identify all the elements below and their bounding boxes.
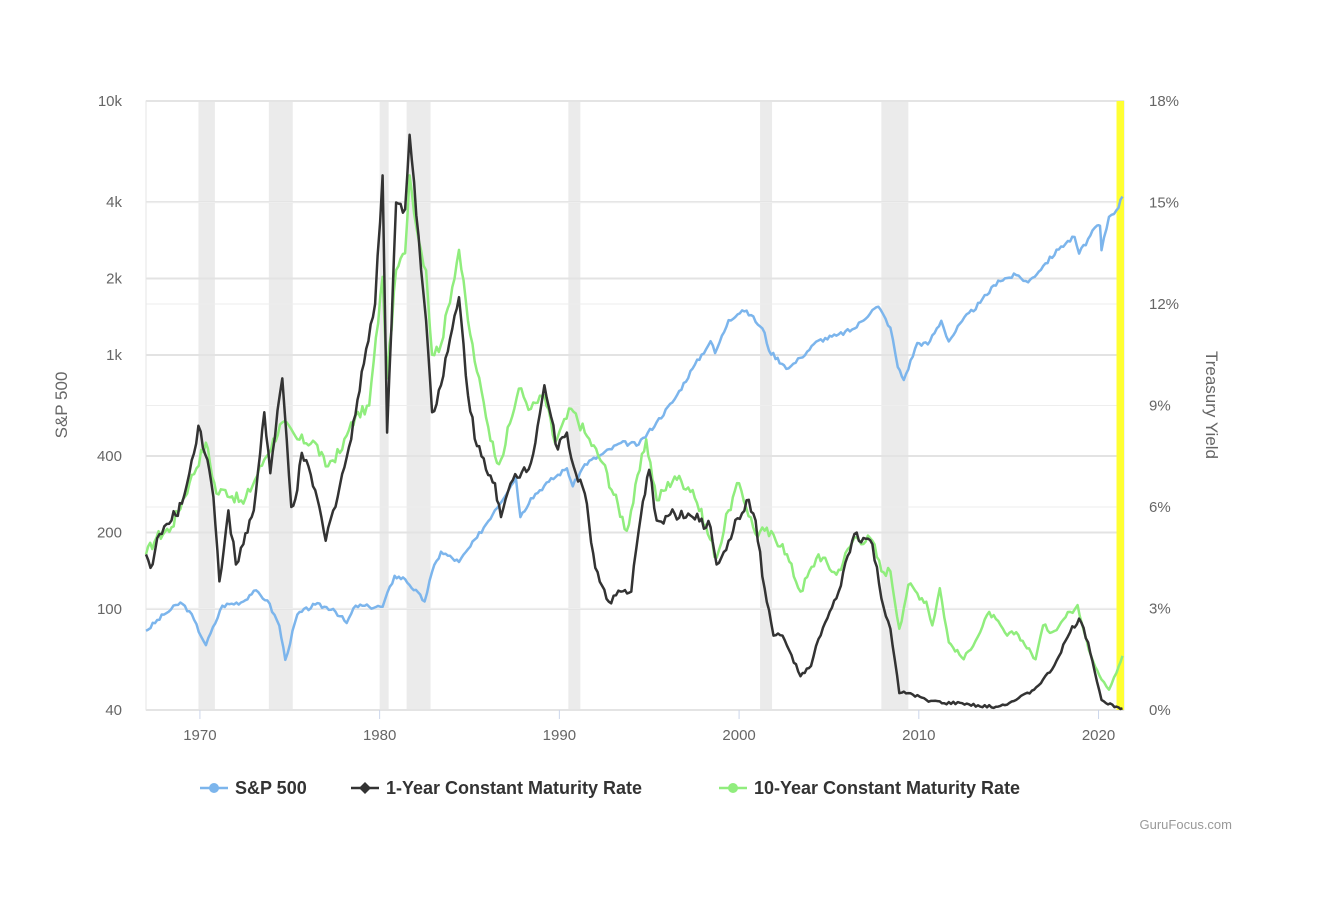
y-left-tick-label-0: 40 [105, 702, 122, 719]
x-tick-label-1: 1980 [363, 727, 396, 744]
series-lines [144, 133, 1124, 711]
y-right-tick-label-3: 9% [1149, 398, 1171, 415]
y-right-tick-label-6: 18% [1149, 93, 1179, 110]
series-line-2[interactable] [144, 174, 1124, 691]
y-left-tick-label-7: 10k [98, 93, 123, 110]
legend-symbol-marker [209, 783, 219, 793]
legend-item-0[interactable]: S&P 500 [200, 778, 307, 798]
y-right-tick-label-1: 3% [1149, 601, 1171, 618]
y-right-tick-label-2: 6% [1149, 499, 1171, 516]
x-tick-label-5: 2020 [1082, 727, 1115, 744]
y-left-axis-title: S&P 500 [52, 372, 71, 439]
y-left-tick-label-3: 400 [97, 448, 122, 465]
y-left-tick-label-6: 4k [106, 194, 122, 211]
y-left-tick-label-2: 200 [97, 524, 122, 541]
axis-ticks [199, 710, 1100, 719]
y-right-axis-title: Treasury Yield [1202, 351, 1221, 459]
x-tick-label-3: 2000 [722, 727, 755, 744]
y-right-tick-label-5: 15% [1149, 195, 1179, 212]
legend: S&P 500 1-Year Constant Maturity Rate 10-Y… [200, 778, 1020, 798]
legend-symbol-marker [728, 783, 738, 793]
series-line-1[interactable] [144, 133, 1123, 711]
credits-text[interactable]: GuruFocus.com [1140, 817, 1232, 832]
legend-symbol-marker [359, 782, 371, 794]
legend-label-1: 1-Year Constant Maturity Rate [386, 778, 642, 798]
y-right-tick-label-4: 12% [1149, 296, 1179, 313]
series-line-0[interactable] [145, 195, 1124, 662]
tick-labels: 1970 1980 1990 2000 2010 2020 40 100 200 400 1k 2k 4… [97, 93, 1179, 744]
y-left-tick-label-1: 100 [97, 601, 122, 618]
legend-label-0: S&P 500 [235, 778, 307, 798]
legend-label-2: 10-Year Constant Maturity Rate [754, 778, 1020, 798]
legend-item-1[interactable]: 1-Year Constant Maturity Rate [351, 778, 642, 798]
x-tick-label-4: 2010 [902, 727, 935, 744]
x-tick-label-2: 1990 [543, 727, 576, 744]
highlight-band-rect [1116, 101, 1124, 710]
y-left-tick-label-4: 1k [106, 347, 122, 364]
legend-item-2[interactable]: 10-Year Constant Maturity Rate [719, 778, 1020, 798]
y-right-tick-label-0: 0% [1149, 702, 1171, 719]
x-tick-label-0: 1970 [183, 727, 216, 744]
highlight-band [1116, 101, 1124, 710]
y-left-tick-label-5: 2k [106, 271, 122, 288]
